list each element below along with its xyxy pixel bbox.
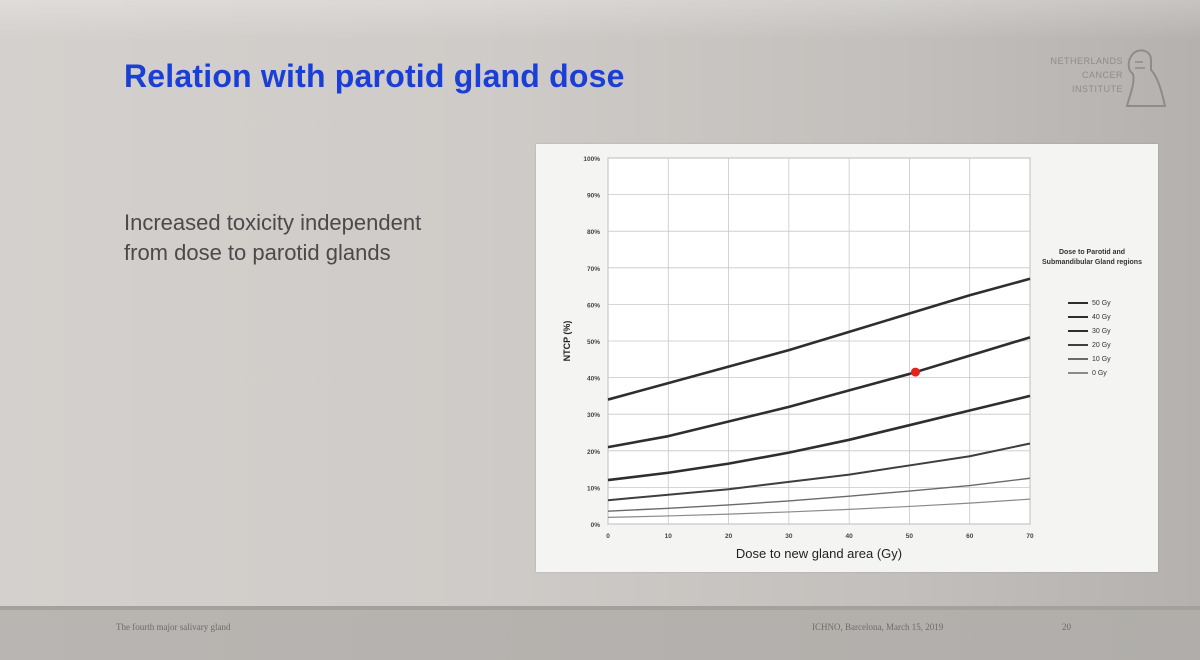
y-tick-label: 10% (587, 485, 600, 492)
x-tick-label: 10 (665, 533, 673, 540)
top-shade (0, 0, 1200, 40)
legend-item: 50 Gy (1036, 296, 1148, 310)
logo-head-icon (1125, 49, 1167, 107)
highlight-point (910, 367, 920, 377)
y-axis-label: NTCP (%) (562, 321, 572, 362)
chart-legend: Dose to Parotid and Submandibular Gland … (1036, 248, 1148, 380)
y-tick-label: 50% (587, 339, 600, 346)
chart-panel: 0% 10% 20% 30% 40% 50% 60% 70% 80% 90% 100% 0 10 20 30… (536, 144, 1158, 572)
series-line-10-gy (607, 477, 1031, 512)
legend-label: 30 Gy (1092, 327, 1111, 335)
footer-left-text: The fourth major salivary gland (116, 622, 231, 632)
y-tick-label: 100% (583, 156, 600, 163)
footer-center-text: ICHNO, Barcelona, March 15, 2019 (812, 622, 944, 632)
legend-label: 50 Gy (1092, 299, 1111, 307)
y-tick-label: 0% (591, 522, 601, 529)
legend-label: 10 Gy (1092, 355, 1111, 363)
logo-line-1: NETHERLANDS (1050, 56, 1123, 66)
y-tick-label: 70% (587, 266, 600, 273)
x-tick-label: 40 (846, 533, 854, 540)
legend-item: 10 Gy (1036, 352, 1148, 366)
x-tick-label: 70 (1026, 533, 1034, 540)
legend-item: 40 Gy (1036, 310, 1148, 324)
logo-line-2: CANCER (1081, 70, 1123, 80)
x-axis-label: Dose to new gland area (Gy) (736, 546, 902, 561)
series-line-0-gy (607, 498, 1031, 519)
x-tick-label: 50 (906, 533, 914, 540)
y-tick-label: 40% (587, 376, 600, 383)
legend-swatch (1068, 358, 1088, 360)
y-tick-label: 60% (587, 302, 600, 309)
institute-logo: NETHERLANDS CANCER INSTITUTE (1003, 48, 1168, 110)
legend-label: 0 Gy (1092, 369, 1107, 377)
series-line-30-gy (607, 394, 1031, 482)
x-tick-label: 20 (725, 533, 733, 540)
bullet-line-2: from dose to parotid glands (124, 240, 391, 265)
x-tick-label: 60 (966, 533, 974, 540)
ntcp-chart: 0% 10% 20% 30% 40% 50% 60% 70% 80% 90% 100% 0 10 20 30… (562, 156, 1034, 561)
x-tick-label: 30 (785, 533, 793, 540)
legend-label: 40 Gy (1092, 313, 1111, 321)
bullet-text: Increased toxicity independent from dose… (124, 208, 524, 268)
slide-title: Relation with parotid gland dose (124, 58, 625, 94)
y-tick-label: 30% (587, 412, 600, 419)
legend-title: Dose to Parotid and Submandibular Gland … (1042, 249, 1142, 266)
legend-swatch (1068, 301, 1088, 305)
y-tick-label: 20% (587, 449, 600, 456)
legend-item: 0 Gy (1036, 366, 1148, 380)
legend-swatch (1068, 329, 1088, 333)
logo-line-3: INSTITUTE (1072, 84, 1123, 94)
legend-swatch (1068, 372, 1088, 374)
x-tick-label: 0 (606, 533, 610, 540)
footer-page-number: 20 (1062, 622, 1071, 632)
series-line-20-gy (607, 442, 1031, 502)
series-line-50-gy (607, 277, 1031, 401)
bullet-line-1: Increased toxicity independent (124, 210, 422, 235)
series-line-40-gy (607, 336, 1031, 449)
legend-item: 20 Gy (1036, 338, 1148, 352)
y-tick-label: 80% (587, 229, 600, 236)
legend-swatch (1068, 315, 1088, 319)
legend-label: 20 Gy (1092, 341, 1111, 349)
legend-swatch (1068, 344, 1088, 346)
legend-items: 50 Gy 40 Gy 30 Gy 20 Gy 10 Gy 0 Gy (1036, 296, 1148, 380)
y-tick-label: 90% (587, 193, 600, 200)
footer-bar (0, 606, 1200, 660)
legend-item: 30 Gy (1036, 324, 1148, 338)
